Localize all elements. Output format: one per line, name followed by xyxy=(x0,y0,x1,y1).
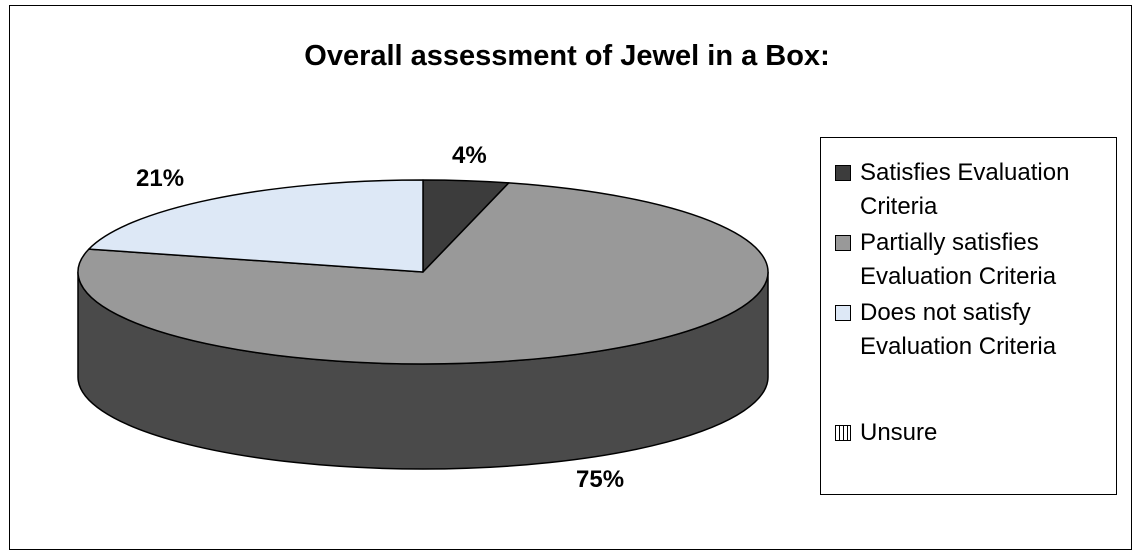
legend-label-partially: Partially satisfies Evaluation Criteria xyxy=(860,229,1057,290)
legend-label-satisfies: Satisfies Evaluation Criteria xyxy=(860,159,1070,220)
pie-slice-does-not xyxy=(88,179,424,273)
legend-swatch-does-not xyxy=(835,305,851,321)
pie-slice-partially xyxy=(77,182,769,365)
chart-title: Overall assessment of Jewel in a Box: xyxy=(304,40,830,72)
legend-swatch-unsure xyxy=(835,425,851,441)
legend-label-unsure: Unsure xyxy=(860,419,938,446)
slice-label-does-not: 21% xyxy=(136,165,185,192)
slice-label-partially: 75% xyxy=(576,466,625,493)
pie-chart xyxy=(77,179,769,470)
legend-label-does-not: Does not satisfy Evaluation Criteria xyxy=(860,299,1057,360)
slice-label-satisfies: 4% xyxy=(452,142,487,169)
legend: Satisfies Evaluation Criteria Partially … xyxy=(820,137,1117,495)
legend-swatch-satisfies xyxy=(835,165,851,181)
legend-swatch-partially xyxy=(835,235,851,251)
